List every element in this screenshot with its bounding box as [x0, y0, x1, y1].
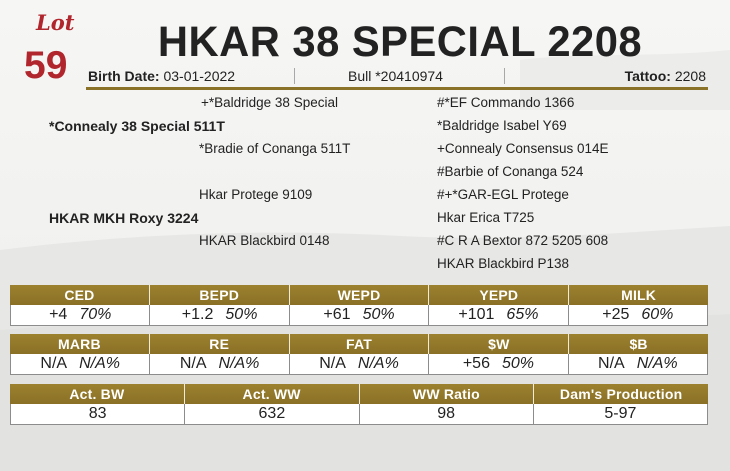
perf-header-birth-weight: Act. BW	[10, 384, 185, 404]
epd-cell-dollar-b: N/A N/A%	[569, 354, 707, 374]
epd-accuracy: 50%	[225, 306, 258, 323]
pedigree-dam-dam: HKAR Blackbird 0148	[199, 233, 330, 248]
epd-value: +4	[49, 306, 68, 323]
epd-value-row: +4 70% +1.2 50% +61 50% +101 65% +25 60%	[10, 305, 708, 326]
birth-date: Birth Date: 03-01-2022	[88, 68, 235, 84]
epd-header-dollar-b: $B	[629, 336, 648, 352]
performance-value-row: 83 632 98 5-97	[10, 404, 708, 425]
lot-label: Lot	[36, 10, 75, 35]
birth-date-label: Birth Date:	[88, 68, 160, 84]
tattoo: Tattoo: 2208	[625, 68, 706, 84]
epd-header-re: RE	[150, 334, 290, 354]
epd-cell-wepd: +61 50%	[290, 305, 430, 325]
pedigree-dd-sire: #C R A Bextor 872 5205 608	[437, 233, 609, 248]
pedigree-sd-dam: #Barbie of Conanga 524	[437, 164, 584, 179]
epd-header-marb: MARB	[10, 334, 150, 354]
epd-accuracy: N/A%	[218, 355, 260, 372]
epd-accuracy: 60%	[641, 306, 674, 323]
pedigree-ds-sire: #+*GAR-EGL Protege	[437, 187, 569, 202]
info-row: Birth Date: 03-01-2022 Bull *20410974 Ta…	[86, 66, 708, 88]
pedigree-sire-dam: *Bradie of Conanga 511T	[199, 141, 351, 156]
epd-cell-dollar-w: +56 50%	[429, 354, 569, 374]
perf-header-weaning-weight: Act. WW	[185, 384, 360, 404]
epd-accuracy: 50%	[501, 355, 534, 372]
epd-accuracy: 70%	[79, 306, 112, 323]
epd-header-wepd: WEPD	[290, 285, 430, 305]
pedigree-sd-sire: +Connealy Consensus 014E	[437, 141, 609, 156]
tattoo-label: Tattoo:	[624, 68, 671, 84]
epd-header-row: CED BEPD WEPD YEPD MILK	[10, 285, 708, 305]
epd-header-yepd: YEPD	[429, 285, 570, 305]
epd-value: +1.2	[181, 306, 214, 323]
epd-header-ced: CED	[10, 285, 150, 305]
title-rule	[86, 87, 708, 90]
epd-accuracy: N/A%	[79, 355, 120, 372]
epd-value: N/A	[40, 355, 68, 372]
epd-table-1: CED BEPD WEPD YEPD MILK +4 70% +1.2 50% +6…	[10, 285, 708, 326]
perf-value-dam-production: 5-97	[604, 405, 637, 422]
epd-header-fat: FAT	[290, 334, 430, 354]
lot-number: 59	[24, 44, 68, 87]
epd-header-dollar-w: $W	[429, 334, 570, 354]
pedigree-dam-sire: Hkar Protege 9109	[199, 187, 313, 202]
animal-title: HKAR 38 SPECIAL 2208	[157, 18, 643, 66]
epd-value: +61	[323, 306, 351, 323]
epd-accuracy: 65%	[506, 306, 539, 323]
birth-date-value: 03-01-2022	[163, 68, 236, 84]
epd-header-row: MARB RE FAT $W $B	[10, 334, 708, 354]
tattoo-value: 2208	[674, 68, 706, 84]
pedigree-dd-dam: HKAR Blackbird P138	[437, 256, 570, 271]
pedigree-sire-sire: +*Baldridge 38 Special	[201, 95, 338, 110]
pedigree-ss-dam: *Baldridge Isabel Y69	[437, 118, 567, 133]
epd-cell-milk: +25 60%	[569, 305, 707, 325]
epd-value: +25	[602, 306, 630, 323]
performance-table: Act. BW Act. WW WW Ratio Dam's Productio…	[10, 384, 708, 425]
pedigree-ds-dam: Hkar Erica T725	[437, 210, 535, 225]
epd-value: +101	[458, 306, 495, 323]
perf-value-birth-weight: 83	[11, 404, 186, 424]
perf-value-weaning-weight: 632	[185, 404, 360, 424]
epd-cell-ced: +4 70%	[11, 305, 151, 325]
epd-cell-fat: N/A N/A%	[290, 354, 430, 374]
epd-value: +56	[462, 355, 490, 372]
pedigree-ss-sire: #*EF Commando 1366	[437, 95, 575, 110]
perf-header-ww-ratio: WW Ratio	[360, 384, 535, 404]
epd-accuracy: 50%	[362, 306, 395, 323]
pedigree-sire: *Connealy 38 Special 511T	[49, 118, 225, 134]
epd-header-milk: MILK	[621, 287, 657, 303]
epd-header-bepd: BEPD	[150, 285, 290, 305]
epd-value: N/A	[179, 355, 207, 372]
epd-value: N/A	[598, 355, 625, 372]
info-divider	[504, 68, 505, 84]
epd-value-row: N/A N/A% N/A N/A% N/A N/A% +56 50% N/A N/A%	[10, 354, 708, 375]
epd-cell-re: N/A N/A%	[150, 354, 290, 374]
epd-accuracy: N/A%	[357, 355, 399, 372]
epd-value: N/A	[319, 355, 346, 372]
perf-header-dam-production: Dam's Production	[559, 386, 683, 402]
epd-cell-marb: N/A N/A%	[11, 354, 151, 374]
epd-cell-bepd: +1.2 50%	[150, 305, 290, 325]
registration: Bull *20410974	[348, 68, 443, 84]
epd-table-2: MARB RE FAT $W $B N/A N/A% N/A N/A% N/A N/A…	[10, 334, 708, 375]
performance-header-row: Act. BW Act. WW WW Ratio Dam's Productio…	[10, 384, 708, 404]
epd-accuracy: N/A%	[636, 355, 678, 372]
info-divider	[294, 68, 295, 84]
pedigree-dam: HKAR MKH Roxy 3224	[49, 210, 199, 226]
epd-cell-yepd: +101 65%	[429, 305, 569, 325]
perf-value-ww-ratio: 98	[360, 404, 534, 424]
